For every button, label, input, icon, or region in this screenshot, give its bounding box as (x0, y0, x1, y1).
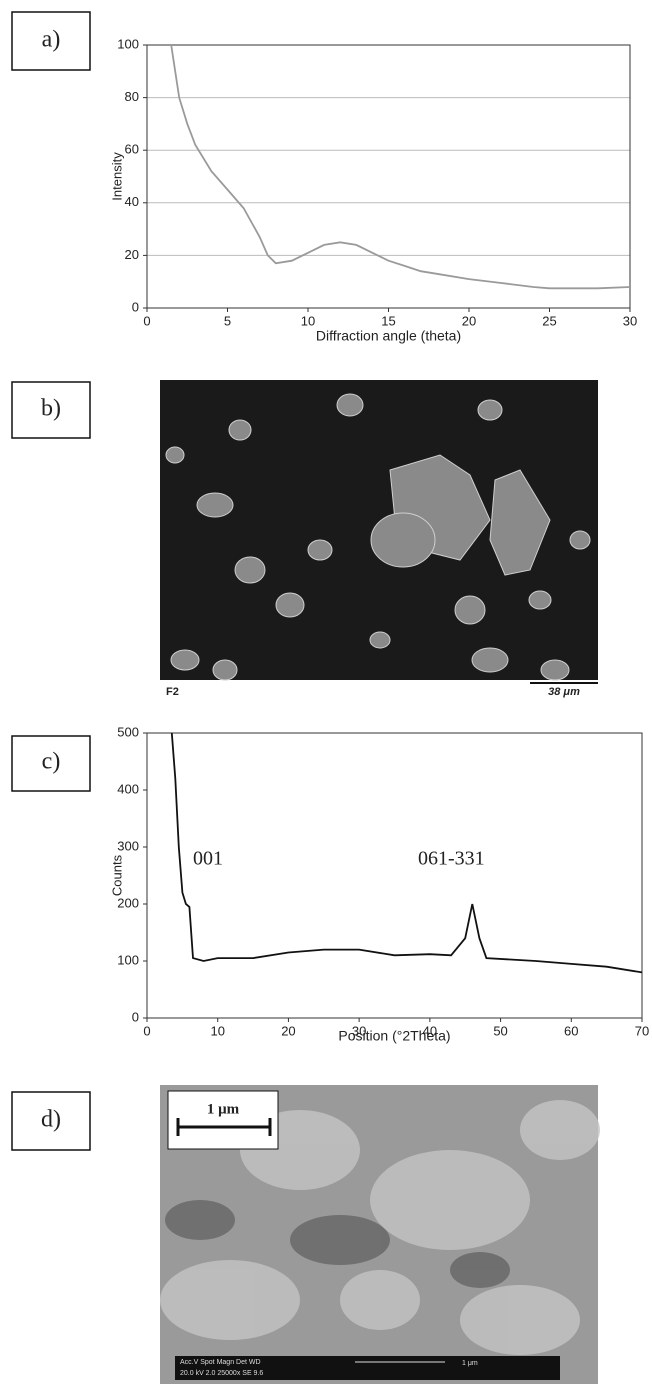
y-tick-label: 200 (117, 895, 139, 910)
x-tick-label: 30 (352, 1023, 366, 1038)
panel-labels (11, 11, 91, 1151)
annotation: 061-331 (418, 848, 485, 870)
plot-frame (146, 732, 643, 1019)
x-tick-label: 25 (542, 313, 556, 328)
data-line (170, 732, 643, 974)
y-tick-label: 500 (117, 724, 139, 739)
panel-label: d) (41, 1107, 61, 1133)
x-tick-label: 70 (635, 1023, 649, 1038)
panel-label: c) (42, 749, 61, 775)
y-tick-label: 0 (132, 1009, 139, 1024)
y-tick-label: 20 (125, 247, 139, 262)
annotation: 001 (193, 848, 223, 870)
image-label: F2 (166, 686, 179, 698)
x-tick-label: 20 (462, 313, 476, 328)
panel-label: b) (41, 396, 61, 422)
x-tick-label: 50 (493, 1023, 507, 1038)
sem-info: 1 μm (462, 1360, 478, 1367)
scale-label: 38 μm (548, 686, 580, 698)
x-tick-label: 30 (623, 313, 637, 328)
x-axis-label: Diffraction angle (theta) (316, 328, 461, 344)
sem-info: Acc.V Spot Magn Det WD (180, 1359, 261, 1366)
x-tick-label: 15 (381, 313, 395, 328)
data-line (170, 44, 631, 290)
y-tick-label: 100 (117, 952, 139, 967)
y-tick-label: 80 (125, 89, 139, 104)
x-tick-label: 40 (423, 1023, 437, 1038)
y-tick-label: 300 (117, 838, 139, 853)
label-box (11, 11, 91, 71)
x-tick-label: 0 (143, 313, 150, 328)
x-tick-label: 10 (210, 1023, 224, 1038)
panel-label: a) (42, 27, 61, 53)
x-tick-label: 20 (281, 1023, 295, 1038)
plot-frame (146, 44, 631, 309)
x-tick-label: 60 (564, 1023, 578, 1038)
y-axis-label: Counts (109, 854, 124, 896)
sem-image-d (160, 1085, 600, 1384)
sem-info: 20.0 kV 2.0 25000x SE 9.6 (180, 1370, 263, 1377)
y-tick-label: 0 (132, 299, 139, 314)
y-axis-label: Intensity (109, 152, 124, 201)
x-tick-label: 10 (301, 313, 315, 328)
y-tick-label: 100 (117, 36, 139, 51)
label-box (11, 735, 91, 792)
label-box (11, 381, 91, 439)
x-tick-label: 5 (224, 313, 231, 328)
label-box (11, 1091, 91, 1151)
x-axis-label: Position (°2Theta) (338, 1028, 450, 1044)
y-tick-label: 60 (125, 142, 139, 157)
y-tick-label: 400 (117, 781, 139, 796)
scale-label: 1 μm (207, 1101, 240, 1117)
sem-image-b (160, 380, 598, 684)
y-tick-label: 40 (125, 194, 139, 209)
x-tick-label: 0 (143, 1023, 150, 1038)
